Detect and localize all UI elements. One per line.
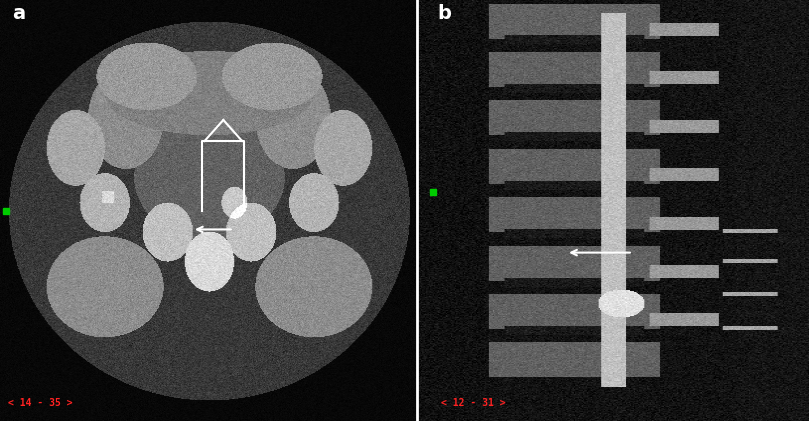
Text: < 12 - 31 >: < 12 - 31 > (441, 398, 506, 408)
Text: < 14 - 35 >: < 14 - 35 > (8, 398, 73, 408)
Text: a: a (12, 4, 26, 23)
Text: b: b (437, 4, 451, 23)
